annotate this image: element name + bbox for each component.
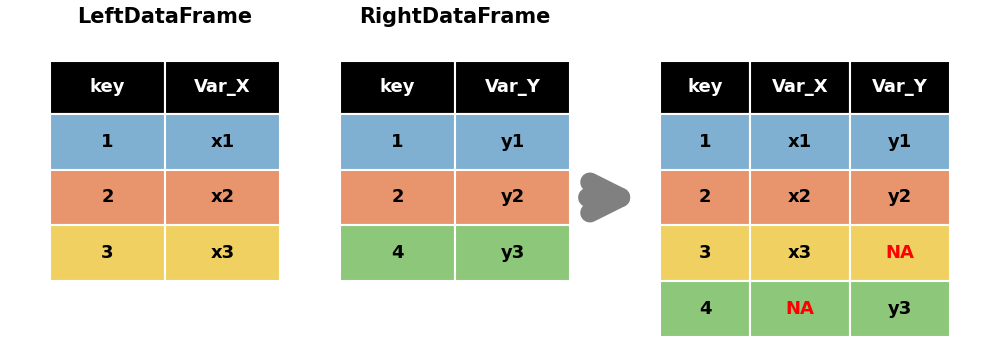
Bar [750,281,850,337]
Text: Var_Y: Var_Y [872,78,928,96]
Bar [660,170,750,225]
Text: NA: NA [786,300,814,318]
Bar [660,281,750,337]
Text: y1: y1 [888,133,912,151]
Bar [850,170,950,225]
Text: Var_Y: Var_Y [485,78,540,96]
Bar [750,225,850,281]
Text: key: key [380,78,415,96]
Text: 1: 1 [391,133,404,151]
Text: y1: y1 [500,133,525,151]
Text: 3: 3 [699,244,711,262]
Bar [660,114,750,170]
Bar [850,281,950,337]
Bar [660,225,750,281]
Bar [340,61,455,114]
Text: x1: x1 [788,133,812,151]
Text: NA: NA [886,244,914,262]
Text: x3: x3 [210,244,235,262]
Text: key: key [687,78,723,96]
Bar [750,61,850,114]
Bar [455,114,570,170]
Text: y3: y3 [888,300,912,318]
Bar [850,114,950,170]
Text: y2: y2 [500,188,525,206]
Text: y2: y2 [888,188,912,206]
Bar [455,170,570,225]
Text: LeftDataFrame: LeftDataFrame [77,7,253,27]
Bar [750,114,850,170]
Bar [165,170,280,225]
Bar [850,225,950,281]
Bar [165,225,280,281]
Bar [455,61,570,114]
Text: x2: x2 [210,188,235,206]
Text: y3: y3 [500,244,525,262]
Text: Var_X: Var_X [772,78,828,96]
Text: 4: 4 [699,300,711,318]
Bar [850,61,950,114]
Text: 1: 1 [699,133,711,151]
Bar [340,225,455,281]
Text: RightDataFrame: RightDataFrame [359,7,551,27]
Bar [750,170,850,225]
Bar [660,61,750,114]
Bar [455,225,570,281]
Text: 2: 2 [391,188,404,206]
Bar [50,61,165,114]
Text: x3: x3 [788,244,812,262]
Text: 2: 2 [101,188,114,206]
Bar [50,170,165,225]
Bar [165,61,280,114]
Bar [50,114,165,170]
Bar [340,170,455,225]
Bar [165,114,280,170]
Bar [50,225,165,281]
Text: 2: 2 [699,188,711,206]
Bar [340,114,455,170]
Text: Var_X: Var_X [194,78,251,96]
Text: key: key [90,78,125,96]
Text: 4: 4 [391,244,404,262]
Text: x2: x2 [788,188,812,206]
Text: 1: 1 [101,133,114,151]
Text: 3: 3 [101,244,114,262]
Text: x1: x1 [210,133,235,151]
